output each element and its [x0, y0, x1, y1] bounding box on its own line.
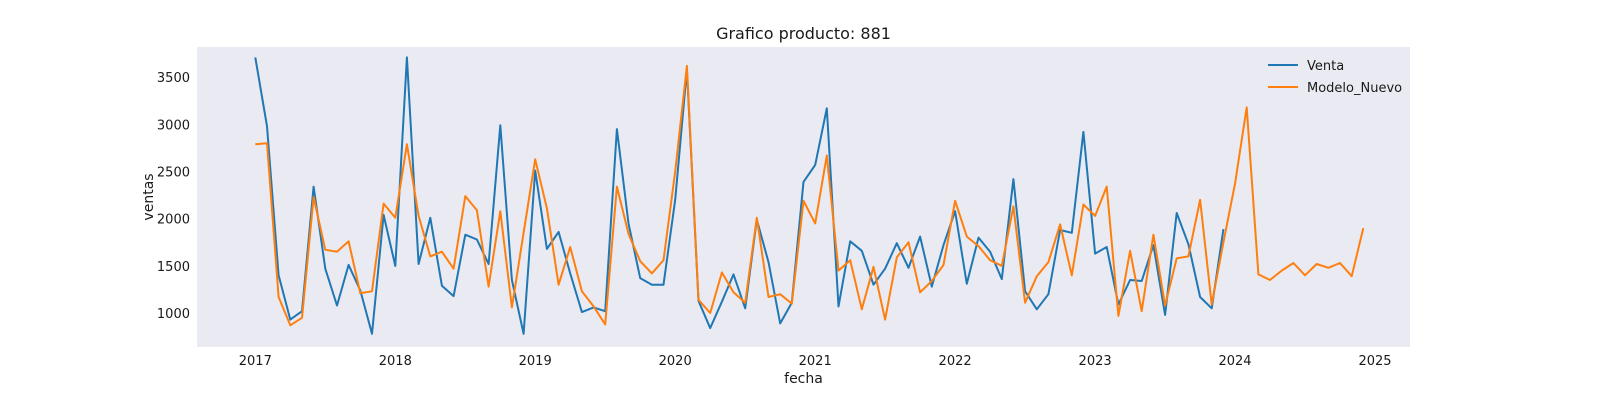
legend: Venta Modelo_Nuevo: [1268, 59, 1402, 96]
x-tick-label: 2025: [1358, 354, 1391, 369]
y-axis-ticks: 1000 1500 2000 2500 3000 3500: [157, 71, 190, 322]
x-tick-label: 2021: [799, 354, 832, 369]
x-tick-label: 2017: [239, 354, 272, 369]
y-tick-label: 1500: [157, 260, 190, 275]
x-axis-ticks: 2017 2018 2019 2020 2021 2022 2023 2024 2025: [239, 354, 1392, 369]
y-tick-label: 3500: [157, 71, 190, 86]
y-tick-label: 2000: [157, 213, 190, 228]
x-axis-label: fecha: [784, 371, 823, 387]
y-tick-label: 1000: [157, 307, 190, 322]
x-tick-label: 2023: [1079, 354, 1112, 369]
plot-area: [197, 47, 1410, 347]
x-tick-label: 2018: [379, 354, 412, 369]
series-lines: [254, 56, 1365, 335]
x-tick-label: 2024: [1218, 354, 1251, 369]
y-axis-label: ventas: [141, 173, 157, 220]
series-line-modelo-nuevo: [255, 64, 1365, 327]
chart-title: Grafico producto: 881: [716, 24, 891, 43]
x-tick-label: 2019: [519, 354, 552, 369]
y-tick-label: 3000: [157, 118, 190, 133]
x-tick-label: 2022: [939, 354, 972, 369]
legend-label-modelo-nuevo: Modelo_Nuevo: [1307, 81, 1402, 96]
legend-label-venta: Venta: [1307, 59, 1344, 74]
x-tick-label: 2020: [659, 354, 692, 369]
y-tick-label: 2500: [157, 166, 190, 181]
